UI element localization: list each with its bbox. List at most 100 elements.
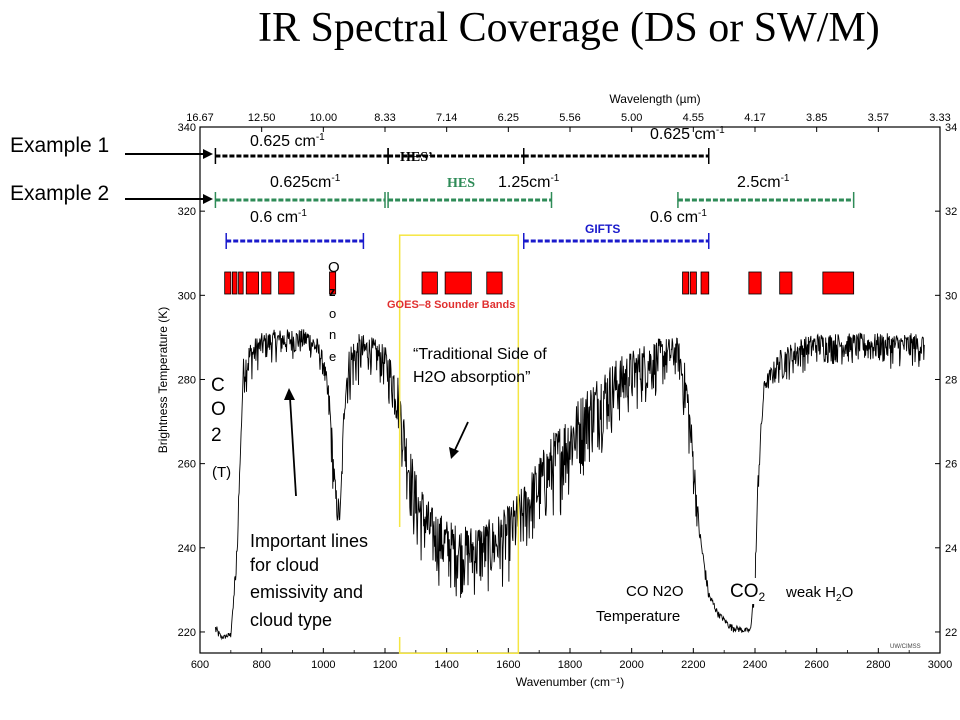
right-y-tick-label: 24 xyxy=(945,543,957,555)
goes-sounder-band xyxy=(238,271,244,295)
example-2-label: Example 2 xyxy=(10,182,110,205)
top-tick-label: 10.00 xyxy=(310,112,338,124)
goes-sounder-band xyxy=(822,271,855,295)
ozone-letter-n: n xyxy=(329,327,336,342)
page-title: IR Spectral Coverage (DS or SW/M) xyxy=(258,5,880,51)
brightness-temperature-series xyxy=(214,329,925,641)
x-tick-label: 3000 xyxy=(928,659,952,671)
x-tick-label: 800 xyxy=(252,659,270,671)
example-1-label: Example 1 xyxy=(10,134,110,157)
top-axis-label: Wavelength (µm) xyxy=(609,92,700,106)
y-tick-label: 260 xyxy=(178,459,196,471)
x-tick-label: 1200 xyxy=(373,659,397,671)
x-tick-label: 1000 xyxy=(311,659,335,671)
co2-t-label: (T) xyxy=(212,464,231,481)
goes-sounder-band xyxy=(421,271,438,295)
right-y-tick-label: 32 xyxy=(945,206,957,218)
row1-left-resolution: 0.625 cm-1 xyxy=(250,132,325,150)
traditional-h2o-highlight-box xyxy=(398,234,520,654)
goes-sounder-band xyxy=(278,271,295,295)
ozone-letter-o2: o xyxy=(329,306,336,321)
goes-sounder-band xyxy=(700,271,710,295)
x-tick-label: 600 xyxy=(191,659,209,671)
co2-bottom-bg xyxy=(725,578,770,604)
axes: 600 800 1000 1200 1400 1600 1800 2000 2200 2400 26… xyxy=(156,92,957,689)
goes-sounder-band xyxy=(444,271,472,295)
co2-letter-2: 2 xyxy=(211,425,222,446)
x-tick-label: 2400 xyxy=(743,659,767,671)
top-tick-label: 16.67 xyxy=(186,112,214,124)
weak-h2o-label: weak H2O xyxy=(785,584,853,604)
row3-left-resolution: 0.6 cm-1 xyxy=(250,208,307,226)
top-tick-label: 5.00 xyxy=(621,112,642,124)
important-lines-3: emissivity and xyxy=(250,582,363,602)
y-tick-label: 340 xyxy=(178,122,196,134)
y-tick-label: 280 xyxy=(178,374,196,386)
goes-sounder-band xyxy=(245,271,259,295)
spectrum xyxy=(214,329,925,641)
co2-letter-c: C xyxy=(211,375,225,396)
goes-sounder-band xyxy=(231,271,238,295)
right-y-tick-label: 26 xyxy=(945,459,957,471)
y-tick-label: 320 xyxy=(178,206,196,218)
example-2-arrow xyxy=(125,194,213,204)
credit-label: UW/CIMSS xyxy=(890,644,921,650)
top-tick-label: 12.50 xyxy=(248,112,276,124)
x-tick-label: 2200 xyxy=(681,659,705,671)
y-axis-label: Brightness Temperature (K) xyxy=(156,307,170,454)
traditional-h2o-line2: H2O absorption” xyxy=(413,369,530,386)
traditional-h2o-line1: “Traditional Side of xyxy=(413,346,547,363)
row2-mid-resolution: 1.25cm-1 xyxy=(498,173,560,191)
co2-letter-o: O xyxy=(211,399,226,420)
right-y-tick-label: 30 xyxy=(945,290,957,302)
ozone-letter-e: e xyxy=(329,349,336,364)
top-tick-label: 6.25 xyxy=(498,112,519,124)
y-tick-label: 220 xyxy=(178,627,196,639)
x-tick-label: 1600 xyxy=(496,659,520,671)
hes-prime-label: HES’ xyxy=(400,150,433,165)
goes-sounder-band xyxy=(779,271,793,295)
goes-sounder-band xyxy=(486,271,503,295)
ozone-letter-o: O xyxy=(328,259,340,276)
co-n2o-label: CO N2O xyxy=(626,583,684,600)
ozone-letter-z: z xyxy=(329,284,336,299)
row3-right-resolution: 0.6 cm-1 xyxy=(650,208,707,226)
y-tick-label: 240 xyxy=(178,543,196,555)
top-tick-label: 4.55 xyxy=(683,112,704,124)
temperature-label: Temperature xyxy=(596,608,680,625)
x-axis-label: Wavenumber (cm⁻¹) xyxy=(516,675,625,689)
top-tick-label: 3.57 xyxy=(868,112,889,124)
x-tick-label: 2000 xyxy=(619,659,643,671)
instrument-bands xyxy=(214,148,855,249)
top-tick-label: 4.17 xyxy=(744,112,765,124)
important-lines-2: for cloud xyxy=(250,555,319,575)
top-tick-label: 3.33 xyxy=(929,112,950,124)
y-tick-label: 300 xyxy=(178,290,196,302)
row1-right-resolution: 0.625 cm-1 xyxy=(650,125,725,143)
top-tick-label: 8.33 xyxy=(374,112,395,124)
goes-sounder-band xyxy=(329,271,337,295)
goes-label: GOES–8 Sounder Bands xyxy=(387,299,515,311)
goes-sounder-band xyxy=(224,271,232,295)
traditional-h2o-arrow xyxy=(449,421,469,459)
goes-sounder-band xyxy=(682,271,690,295)
right-y-tick-label: 22 xyxy=(945,627,957,639)
top-tick-label: 7.14 xyxy=(436,112,457,124)
x-tick-label: 2600 xyxy=(804,659,828,671)
goes-sounder-band xyxy=(748,271,762,295)
goes-sounder-band xyxy=(261,271,272,295)
top-tick-label: 5.56 xyxy=(559,112,580,124)
goes-bands xyxy=(224,271,855,295)
x-tick-label: 1800 xyxy=(558,659,582,671)
right-y-tick-label: 34 xyxy=(945,122,957,134)
important-lines-bg xyxy=(245,527,401,637)
row2-right-resolution: 2.5cm-1 xyxy=(737,173,790,191)
co2-bottom-label: CO2 xyxy=(730,581,766,604)
example-1-arrow xyxy=(125,149,213,159)
top-tick-label: 3.85 xyxy=(806,112,827,124)
right-y-tick-label: 28 xyxy=(945,374,957,386)
hes-label: HES xyxy=(447,176,475,191)
important-lines-arrow xyxy=(284,388,297,497)
important-lines-4: cloud type xyxy=(250,610,332,630)
